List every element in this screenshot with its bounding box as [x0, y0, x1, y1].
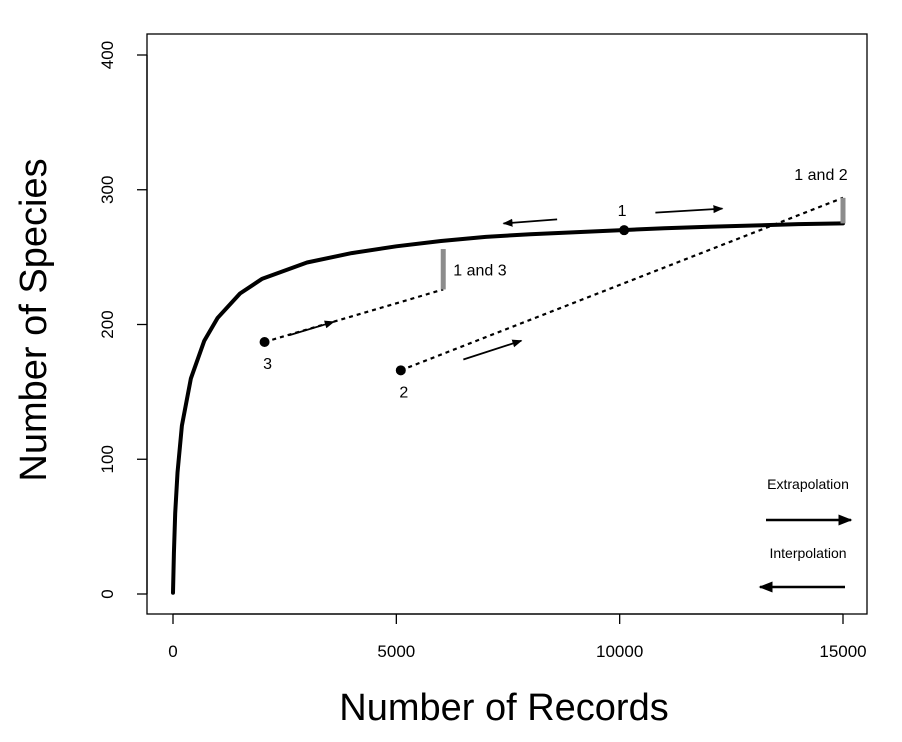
- x-tick-label: 10000: [596, 642, 643, 661]
- sample-point-label-2: 2: [399, 384, 408, 401]
- y-tick-label: 0: [98, 589, 117, 598]
- gap-label-1: 1 and 3: [453, 262, 506, 279]
- arrow-layer: [288, 205, 724, 361]
- extrapolation-line-1: [264, 288, 444, 344]
- direction-arrow-4: [463, 339, 523, 361]
- y-axis: 0 100 200 300 400: [98, 41, 148, 599]
- rarefaction-curve: [171, 221, 845, 595]
- y-tick-label: 400: [98, 41, 117, 69]
- gap-label-2: 1 and 2: [794, 167, 847, 184]
- y-tick-label: 300: [98, 176, 117, 204]
- plot-frame: [146, 33, 868, 615]
- x-tick-label: 0: [168, 642, 177, 661]
- sample-point-label-3: 3: [263, 356, 272, 373]
- direction-arrow-3: [288, 320, 335, 337]
- x-axis-title: Number of Records: [339, 687, 668, 729]
- series-layer: [171, 196, 845, 595]
- sample-point-2: [395, 365, 406, 376]
- direction-arrow-1: [502, 218, 558, 227]
- extrapolation-line-2: [400, 196, 844, 372]
- sample-point-label-1: 1: [618, 203, 627, 220]
- legend-label-extrapolation: Extrapolation: [767, 476, 849, 492]
- point-layer: 1 2 3: [259, 203, 630, 401]
- x-axis: 0 5000 10000 15000: [168, 613, 867, 661]
- direction-arrow-2: [655, 205, 724, 214]
- gap-layer: 1 and 3 1 and 2: [440, 167, 848, 290]
- x-tick-label: 5000: [377, 642, 415, 661]
- legend: Extrapolation Interpolation: [758, 476, 853, 593]
- y-tick-label: 200: [98, 310, 117, 338]
- sample-point-1: [619, 225, 630, 236]
- legend-label-interpolation: Interpolation: [769, 545, 846, 561]
- sample-point-3: [259, 337, 270, 348]
- y-tick-label: 100: [98, 445, 117, 473]
- x-tick-label: 15000: [819, 642, 866, 661]
- y-axis-title: Number of Species: [13, 158, 55, 481]
